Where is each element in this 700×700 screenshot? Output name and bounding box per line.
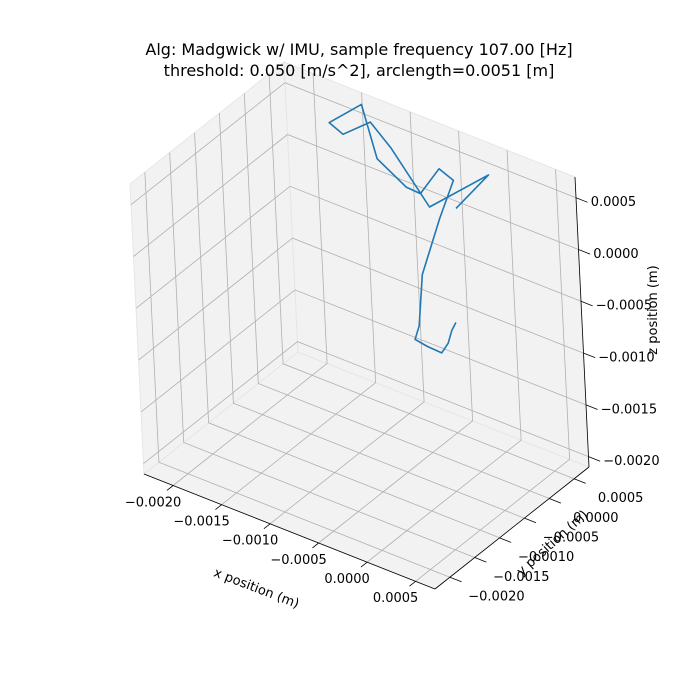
z-gridline xyxy=(138,237,584,361)
x-tick xyxy=(312,542,319,549)
z-tick xyxy=(575,197,588,203)
x-tick-label: −0.0005 xyxy=(270,553,326,568)
z-axis-label: z position (m) xyxy=(646,265,661,354)
y-gridline xyxy=(194,132,500,539)
z-gridline xyxy=(140,289,587,413)
x-tick xyxy=(263,523,271,530)
x-gridline xyxy=(415,169,571,582)
trajectory-series xyxy=(328,103,490,354)
z-tick xyxy=(588,456,601,462)
z-tick xyxy=(578,249,591,255)
z-tick-label: −0.0020 xyxy=(603,454,659,469)
y-gridline xyxy=(268,73,575,480)
y-gridline xyxy=(169,152,475,558)
z-tick xyxy=(580,300,593,307)
y-tick xyxy=(573,478,586,484)
x-gridline xyxy=(172,73,328,486)
y-tick xyxy=(549,498,562,504)
x-tick-label: −0.0015 xyxy=(173,515,229,530)
z-axis-line xyxy=(574,176,590,468)
x-gridline xyxy=(269,111,425,525)
y-gridline xyxy=(243,93,550,499)
z-gridline xyxy=(135,185,582,309)
z-gridline xyxy=(133,134,579,257)
x-gridline xyxy=(318,130,474,544)
x-tick xyxy=(360,561,368,568)
z-tick xyxy=(583,352,596,359)
y-gridline xyxy=(144,172,451,578)
z-gridline xyxy=(143,341,589,464)
x-gridline xyxy=(221,92,377,506)
z-tick-label: −0.0005 xyxy=(596,299,652,314)
z-tick-label: −0.0010 xyxy=(598,351,654,366)
x-axis-label: x position (m) xyxy=(211,566,301,612)
chart-title-line-2: threshold: 0.050 [m/s^2], arclength=0.00… xyxy=(164,61,555,80)
y-axis-line xyxy=(434,466,590,590)
x-tick-label: 0.0000 xyxy=(324,572,370,587)
y-tick xyxy=(474,557,487,563)
x-tick xyxy=(409,581,416,587)
y-gridline xyxy=(219,113,525,519)
x-tick xyxy=(166,485,174,491)
y-tick-label: −0.0015 xyxy=(493,570,549,585)
y-tick-label: 0.0000 xyxy=(573,511,619,526)
y-tick-label: −0.0010 xyxy=(518,550,574,565)
z-tick-label: 0.0005 xyxy=(591,195,637,210)
x-gridline xyxy=(366,150,522,563)
x-tick-label: −0.0010 xyxy=(222,534,278,549)
x-axis-line xyxy=(143,473,436,590)
y-tick-label: −0.0020 xyxy=(468,590,524,605)
axes-panes xyxy=(129,61,590,590)
x-tick-label: 0.0005 xyxy=(373,591,419,606)
axes-lines xyxy=(143,176,590,590)
x-tick xyxy=(215,504,222,510)
trajectory-line xyxy=(328,103,490,354)
y-tick-label: −0.0005 xyxy=(543,531,599,546)
chart-title-line-1: Alg: Madgwick w/ IMU, sample frequency 1… xyxy=(145,40,572,59)
z-gridline xyxy=(130,82,577,206)
axes-gridlines xyxy=(130,73,589,582)
z-tick xyxy=(585,404,598,410)
x-tick-label: −0.0020 xyxy=(125,495,181,510)
y-tick xyxy=(524,517,537,524)
y-tick-label: 0.0005 xyxy=(598,491,644,506)
y-tick xyxy=(449,576,462,583)
z-tick-label: 0.0000 xyxy=(593,247,639,262)
y-tick xyxy=(499,537,512,543)
tick-labels: −0.0020−0.0015−0.0010−0.00050.00000.0005… xyxy=(125,195,660,606)
tick-marks xyxy=(166,197,601,587)
z-tick-label: −0.0015 xyxy=(601,402,657,417)
